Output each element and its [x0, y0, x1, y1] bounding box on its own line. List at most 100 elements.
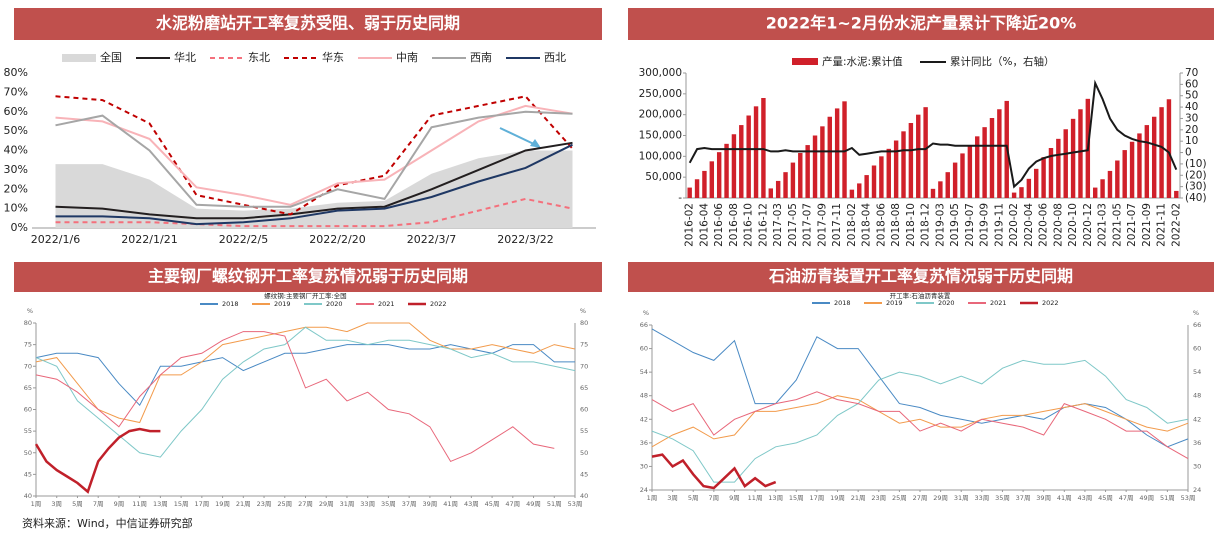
- x-tick-label: 2016-08: [728, 203, 740, 247]
- x-tick-label: 2022/2/5: [219, 233, 268, 246]
- title-banner: [14, 8, 602, 40]
- x-tick-label: 15周: [174, 500, 189, 508]
- line: [55, 110, 573, 208]
- x-tick-label: 2022-02: [1170, 203, 1182, 247]
- y-tick-label: 60: [24, 406, 32, 414]
- x-tick-label: 13周: [768, 494, 783, 502]
- bar: [1107, 170, 1113, 198]
- y2-tick-label: 20: [1185, 124, 1198, 136]
- x-tick-label: 2016-12: [757, 203, 769, 247]
- y-tick-label-right: 50: [580, 449, 588, 457]
- chart-subtitle: 螺纹钢:主要钢厂开工率:全国: [264, 291, 346, 300]
- x-tick-label: 2022/1/21: [121, 233, 177, 246]
- x-tick-label: 2019-07: [964, 203, 976, 247]
- bar: [849, 189, 855, 198]
- line: [55, 95, 574, 216]
- x-tick-label: 13周: [153, 500, 168, 508]
- legend-label: 2020: [326, 300, 343, 308]
- bar: [945, 172, 950, 198]
- x-tick-label: 35周: [995, 494, 1010, 502]
- y-tick-label: 55: [24, 427, 32, 435]
- bar: [938, 181, 943, 198]
- y-tick-label-right: 75: [580, 341, 588, 349]
- x-tick-label: 45周: [485, 500, 500, 508]
- bar: [790, 162, 796, 198]
- x-tick-label: 7周: [93, 500, 104, 508]
- y-tick-label-right: 80: [580, 319, 588, 327]
- bar: [1174, 190, 1179, 198]
- legend-swatch: [792, 58, 818, 65]
- x-tick-label: 2017-09: [816, 203, 828, 247]
- bar: [1011, 192, 1017, 198]
- x-tick-label: 2016-06: [713, 203, 725, 247]
- x-tick-label: 2018-02: [846, 203, 858, 247]
- legend-label: 2021: [378, 300, 395, 308]
- y-tick-label-right: 70: [580, 362, 588, 370]
- x-tick-label: 2020-04: [1023, 203, 1035, 247]
- y-tick-label: 60: [640, 345, 648, 353]
- x-tick-label: 33周: [974, 494, 989, 502]
- y-tick-label-right: 54: [1193, 368, 1201, 376]
- y-tick-label: 250,000: [639, 88, 682, 100]
- y2-tick-label: 60: [1185, 78, 1198, 90]
- y-tick-label: 50,000: [645, 171, 682, 183]
- x-tick-label: 1周: [31, 500, 42, 508]
- x-tick-label: 45周: [1098, 494, 1113, 502]
- bar: [1070, 118, 1076, 198]
- y-tick-label: 48: [640, 392, 648, 400]
- x-tick-label: 2019-09: [979, 203, 991, 247]
- bar: [783, 172, 788, 198]
- x-tick-label: 47周: [505, 500, 520, 508]
- y-tick-label: 40%: [4, 144, 28, 157]
- bar: [1092, 187, 1098, 198]
- x-tick-label: 2019-03: [934, 203, 946, 247]
- y-tick-label: 80%: [4, 66, 28, 79]
- x-tick-label: 11周: [132, 500, 147, 508]
- y-tick-label: 0%: [11, 221, 28, 234]
- y-tick-label: 70%: [4, 85, 28, 98]
- bar: [967, 145, 973, 198]
- y2-tick-label: 30: [1185, 112, 1198, 124]
- y-tick-label: 40: [24, 492, 32, 500]
- x-tick-label: 53周: [568, 500, 583, 508]
- y-tick-label-right: 30: [1193, 462, 1201, 470]
- x-tick-label: 2018-10: [905, 203, 917, 247]
- bar: [1048, 148, 1054, 198]
- y2-tick-label: (40): [1185, 192, 1207, 204]
- x-tick-label: 47周: [1119, 494, 1134, 502]
- x-tick-label: 29周: [319, 500, 334, 508]
- legend-label: 累计同比（%，右轴）: [950, 55, 1054, 68]
- x-tick-label: 5周: [72, 500, 83, 508]
- x-tick-label: 43周: [464, 500, 479, 508]
- y-tick-label-right: 36: [1193, 439, 1201, 447]
- bar: [739, 125, 744, 198]
- area: [55, 150, 573, 228]
- line: [34, 427, 161, 494]
- x-tick-label: 31周: [954, 494, 969, 502]
- x-tick-label: 2016-04: [698, 203, 710, 247]
- x-tick-label: 37周: [402, 500, 417, 508]
- chart-title: 石油沥青装置开工率复苏情况弱于历史同期: [768, 267, 1073, 286]
- y-tick-label: 20%: [4, 182, 28, 195]
- bar: [923, 107, 928, 198]
- x-tick-label: 21周: [236, 500, 251, 508]
- x-tick-label: 2017-03: [772, 203, 784, 247]
- y-tick-label: 42: [640, 415, 648, 423]
- y-unit-right: %: [1193, 309, 1199, 317]
- bar: [975, 136, 980, 198]
- bar: [960, 153, 965, 198]
- legend-label: 2020: [938, 299, 955, 307]
- y2-tick-label: 0: [1185, 147, 1192, 159]
- legend-label: 2019: [886, 299, 903, 307]
- x-tick-label: 17周: [194, 500, 209, 508]
- y-tick-label: 60%: [4, 105, 28, 118]
- bar: [1137, 133, 1142, 198]
- y2-tick-label: 50: [1185, 90, 1198, 102]
- x-tick-label: 49周: [1139, 494, 1154, 502]
- line: [35, 322, 576, 424]
- y-tick-label: 100,000: [639, 150, 682, 162]
- x-tick-label: 2022/1/6: [31, 233, 80, 246]
- bar: [775, 180, 781, 198]
- line: [35, 344, 575, 407]
